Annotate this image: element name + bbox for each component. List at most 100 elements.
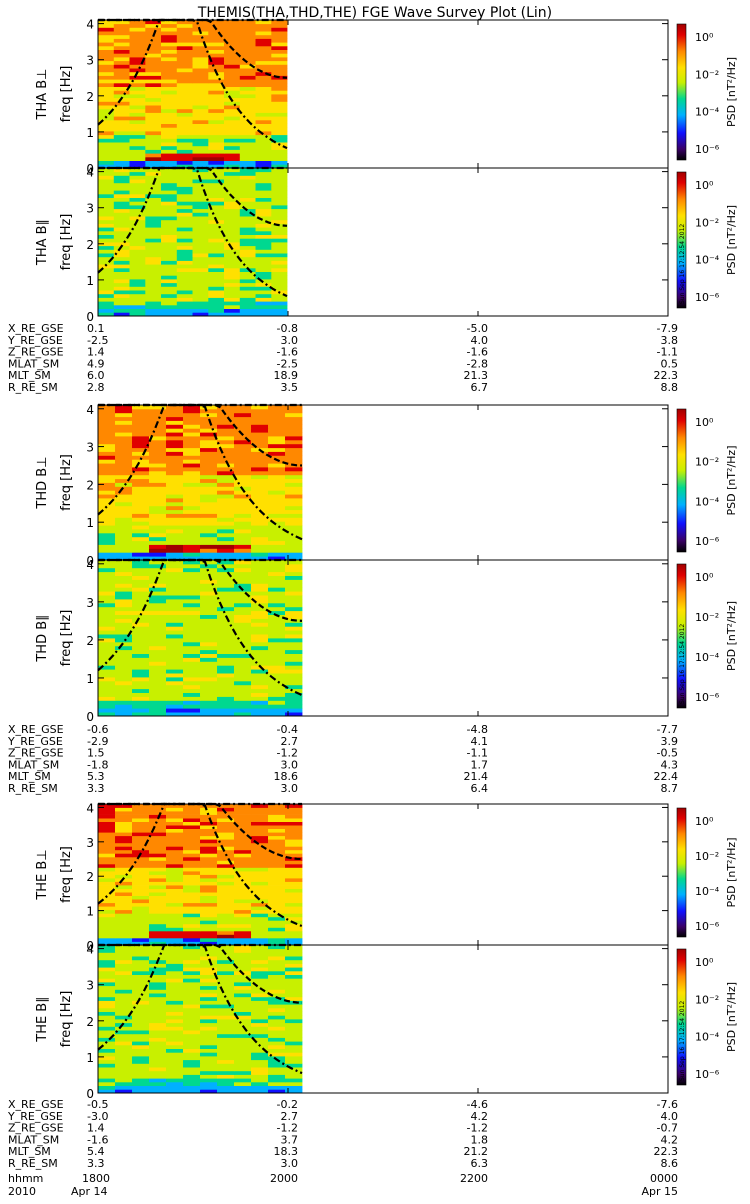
- spectrogram-cell: [183, 595, 201, 600]
- spectrogram-cell: [251, 807, 269, 812]
- spectrogram-cell: [239, 71, 256, 76]
- spectrogram-cell: [145, 53, 162, 58]
- spectrogram-cell: [132, 567, 150, 573]
- spectrogram-cell: [113, 68, 130, 73]
- spectrogram-cell: [217, 1067, 235, 1072]
- spectrogram-cell: [115, 1078, 133, 1083]
- spectrogram-cell: [132, 563, 150, 569]
- spectrogram-cell: [166, 571, 184, 576]
- spectrogram-cell: [145, 131, 162, 136]
- spectrogram-cell: [183, 956, 201, 961]
- spectrogram-cell: [208, 256, 225, 261]
- spectrogram-cell: [166, 501, 184, 507]
- colorbar: [676, 807, 687, 938]
- spectrogram-cell: [251, 860, 269, 865]
- spectrogram-cell: [234, 846, 252, 851]
- spectrogram-cell: [271, 260, 288, 265]
- spectrogram-cell: [98, 256, 115, 261]
- spectrogram-cell: [234, 677, 252, 682]
- spectrogram-cell: [176, 38, 193, 43]
- spectrogram-cell: [271, 304, 288, 309]
- spectrogram-cell: [217, 517, 235, 522]
- spectrogram-cell: [129, 38, 146, 43]
- spectrogram-cell: [285, 1089, 303, 1094]
- spectrogram-cell: [166, 842, 184, 847]
- orbit-row-value: -2.9: [87, 735, 108, 748]
- spectrogram-cell: [200, 482, 218, 487]
- spectrogram-cell: [166, 835, 184, 840]
- spectrogram-cell: [113, 64, 130, 69]
- spectrogram-cell: [166, 708, 184, 713]
- spectrogram-cell: [113, 153, 130, 158]
- spectrogram-cell: [200, 436, 218, 441]
- spectrogram-cell: [132, 938, 150, 942]
- spectrogram-cell: [149, 439, 167, 445]
- spectrogram-cell: [251, 595, 269, 600]
- spectrogram-cell: [239, 101, 256, 106]
- spectrogram-cell: [285, 804, 303, 808]
- spectrogram-cell: [183, 498, 201, 503]
- spectrogram-cell: [132, 1067, 150, 1072]
- spectrogram-cell: [234, 688, 252, 693]
- spectrogram-cell: [217, 1078, 235, 1083]
- spectrogram-cell: [149, 895, 167, 900]
- spectrogram-cell: [166, 1067, 184, 1072]
- spectrogram-cell: [115, 432, 133, 437]
- spectrogram-cell: [129, 293, 146, 298]
- spectrogram-cell: [166, 923, 184, 928]
- spectrogram-cell: [113, 271, 130, 276]
- spectrogram-cell: [183, 895, 201, 900]
- spectrogram-cell: [166, 482, 184, 487]
- spectrogram-cell: [132, 1081, 150, 1086]
- spectrogram-cell: [285, 909, 303, 914]
- spectrogram-cell: [251, 804, 269, 808]
- spectrogram-cell: [224, 138, 241, 143]
- orbit-row-value: 1.8: [471, 1133, 489, 1146]
- spectrogram-cell: [149, 641, 167, 647]
- spectrogram-cell: [132, 595, 150, 600]
- spectrogram-cell: [129, 168, 146, 173]
- spectrogram-cell: [132, 447, 150, 452]
- spectrogram-cell: [268, 556, 286, 561]
- spectrogram-cell: [268, 544, 286, 549]
- spectrogram-cell: [132, 825, 150, 829]
- spectrogram-cell: [166, 1037, 184, 1042]
- spectrogram-cell: [192, 42, 209, 47]
- spectrogram-cell: [132, 544, 150, 549]
- spectrogram-cell: [208, 282, 225, 287]
- spectrogram-cell: [129, 256, 146, 261]
- spectrogram-cell: [166, 1015, 184, 1020]
- spectrogram-cell: [176, 42, 193, 47]
- spectrogram-cell: [98, 849, 116, 854]
- spectrogram-cell: [145, 175, 162, 180]
- spectrogram-cell: [98, 79, 115, 84]
- spectrogram-cell: [129, 175, 146, 180]
- spectrogram-cell: [115, 1011, 133, 1016]
- spectrogram-cell: [161, 82, 178, 87]
- spectrogram-cell: [176, 293, 193, 298]
- spectrogram-cell: [217, 439, 235, 445]
- spectrogram-cell: [251, 902, 269, 907]
- spectrogram-cell: [224, 160, 241, 165]
- spectrogram-cell: [217, 692, 235, 697]
- orbit-row-value: 3.0: [281, 758, 299, 771]
- spectrogram-cell: [271, 149, 288, 154]
- spectrogram-cell: [129, 267, 146, 272]
- spectrogram-cell: [161, 105, 178, 110]
- spectrogram-cell: [268, 909, 286, 914]
- spectrogram-cell: [145, 153, 162, 158]
- spectrogram-cell: [132, 708, 150, 713]
- spectrogram-cell: [98, 82, 115, 87]
- panel-ylabel: THD B∥: [35, 614, 50, 662]
- spectrogram-cell: [161, 253, 178, 258]
- spectrogram-cell: [251, 467, 269, 472]
- spectrogram-cell: [234, 856, 252, 861]
- spectrogram-cell: [161, 86, 178, 91]
- spectrogram-cell: [176, 197, 193, 202]
- y-tick-label: 3: [86, 202, 94, 216]
- spectrogram-cell: [234, 1078, 252, 1083]
- spectrogram-cell: [251, 1078, 269, 1083]
- spectrogram-cell: [132, 867, 150, 872]
- spectrogram-cell: [200, 595, 218, 600]
